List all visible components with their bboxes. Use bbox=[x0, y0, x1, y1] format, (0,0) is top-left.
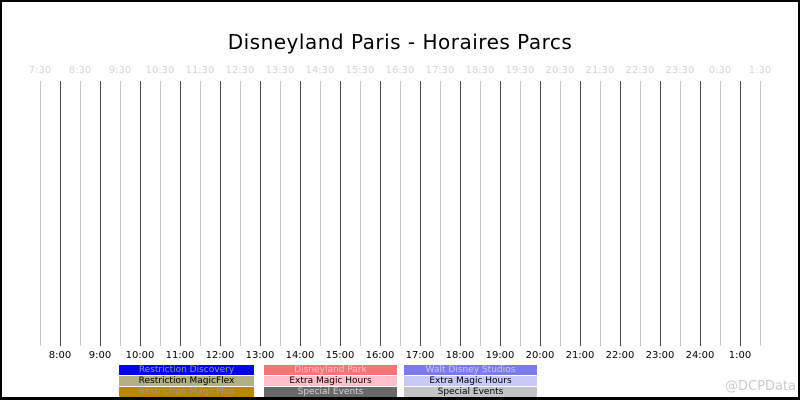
top-tick-label: 11:30 bbox=[185, 65, 215, 76]
bottom-tick-label: 14:00 bbox=[285, 350, 315, 361]
bottom-tick-label: 10:00 bbox=[125, 350, 155, 361]
top-tick-label: 15:30 bbox=[345, 65, 375, 76]
gridline-hour bbox=[580, 81, 581, 346]
bottom-tick-label: 20:00 bbox=[525, 350, 555, 361]
legend-item-walt-disney-studios: Walt Disney Studios bbox=[404, 365, 537, 375]
gridline-hour bbox=[140, 81, 141, 346]
top-tick-label: 9:30 bbox=[108, 65, 132, 76]
gridline-hour bbox=[420, 81, 421, 346]
gridline-half-hour bbox=[400, 81, 401, 346]
gridline-half-hour bbox=[520, 81, 521, 346]
bottom-tick-label: 18:00 bbox=[445, 350, 475, 361]
top-tick-label: 23:30 bbox=[665, 65, 695, 76]
bottom-tick-label: 15:00 bbox=[325, 350, 355, 361]
top-tick-label: 12:30 bbox=[225, 65, 255, 76]
top-tick-label: 13:30 bbox=[265, 65, 295, 76]
legend-item-disneyland-park: Disneyland Park bbox=[264, 365, 397, 375]
bottom-tick-label: 22:00 bbox=[605, 350, 635, 361]
bottom-tick-label: 19:00 bbox=[485, 350, 515, 361]
gridline-hour bbox=[260, 81, 261, 346]
bottom-tick-label: 11:00 bbox=[165, 350, 195, 361]
gridline-hour bbox=[500, 81, 501, 346]
bottom-tick-label: 12:00 bbox=[205, 350, 235, 361]
gridline-half-hour bbox=[480, 81, 481, 346]
gridline-hour bbox=[660, 81, 661, 346]
gridline-hour bbox=[540, 81, 541, 346]
gridline-hour bbox=[340, 81, 341, 346]
gridline-half-hour bbox=[120, 81, 121, 346]
bottom-tick-label: 13:00 bbox=[245, 350, 275, 361]
gridline-half-hour bbox=[680, 81, 681, 346]
bottom-tick-label: 23:00 bbox=[645, 350, 675, 361]
legend-item-extra-magic-hours: Extra Magic Hours bbox=[264, 376, 397, 386]
top-tick-label: 20:30 bbox=[545, 65, 575, 76]
top-tick-label: 1:30 bbox=[748, 65, 772, 76]
gridline-half-hour bbox=[320, 81, 321, 346]
top-tick-label: 19:30 bbox=[505, 65, 535, 76]
top-tick-label: 17:30 bbox=[425, 65, 455, 76]
gridline-half-hour bbox=[760, 81, 761, 346]
top-tick-label: 22:30 bbox=[625, 65, 655, 76]
gridline-hour bbox=[100, 81, 101, 346]
gridline-half-hour bbox=[40, 81, 41, 346]
top-tick-label: 7:30 bbox=[28, 65, 52, 76]
gridline-hour bbox=[380, 81, 381, 346]
gridline-hour bbox=[740, 81, 741, 346]
gridline-half-hour bbox=[200, 81, 201, 346]
gridline-half-hour bbox=[640, 81, 641, 346]
legend-item-restriction-magicflex: Restriction MagicFlex bbox=[119, 376, 254, 386]
watermark: @DCPData bbox=[725, 379, 796, 394]
gridline-half-hour bbox=[720, 81, 721, 346]
top-tick-label: 18:30 bbox=[465, 65, 495, 76]
bottom-tick-label: 8:00 bbox=[48, 350, 72, 361]
chart-title: Disneyland Paris - Horaires Parcs bbox=[227, 30, 573, 54]
gridline-half-hour bbox=[280, 81, 281, 346]
gridline-half-hour bbox=[160, 81, 161, 346]
bottom-tick-label: 9:00 bbox=[88, 350, 112, 361]
legend-item-restriction-magicplus: Restriction MagicPlus bbox=[119, 387, 254, 397]
bottom-tick-label: 16:00 bbox=[365, 350, 395, 361]
bottom-tick-label: 17:00 bbox=[405, 350, 435, 361]
gridline-hour bbox=[700, 81, 701, 346]
bottom-tick-label: 1:00 bbox=[728, 350, 752, 361]
gridline-hour bbox=[460, 81, 461, 346]
legend-item-special-events: Special Events bbox=[404, 387, 537, 397]
gridline-half-hour bbox=[560, 81, 561, 346]
gridline-hour bbox=[180, 81, 181, 346]
top-tick-label: 16:30 bbox=[385, 65, 415, 76]
legend-item-extra-magic-hours: Extra Magic Hours bbox=[404, 376, 537, 386]
top-tick-label: 21:30 bbox=[585, 65, 615, 76]
gridline-half-hour bbox=[440, 81, 441, 346]
top-tick-label: 10:30 bbox=[145, 65, 175, 76]
gridline-hour bbox=[300, 81, 301, 346]
gridline-half-hour bbox=[240, 81, 241, 346]
gridline-hour bbox=[620, 81, 621, 346]
gridline-hour bbox=[220, 81, 221, 346]
top-tick-label: 0:30 bbox=[708, 65, 732, 76]
bottom-tick-label: 21:00 bbox=[565, 350, 595, 361]
legend-item-special-events: Special Events bbox=[264, 387, 397, 397]
gridline-hour bbox=[60, 81, 61, 346]
bottom-tick-label: 24:00 bbox=[685, 350, 715, 361]
gridline-half-hour bbox=[80, 81, 81, 346]
legend-item-restriction-discovery: Restriction Discovery bbox=[119, 365, 254, 375]
top-tick-label: 8:30 bbox=[68, 65, 92, 76]
gridline-half-hour bbox=[600, 81, 601, 346]
top-tick-label: 14:30 bbox=[305, 65, 335, 76]
gridline-half-hour bbox=[360, 81, 361, 346]
